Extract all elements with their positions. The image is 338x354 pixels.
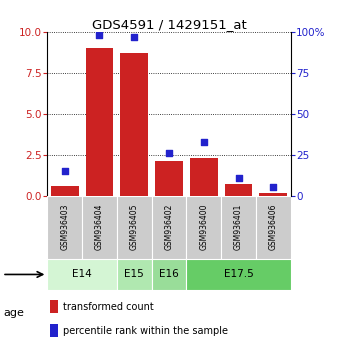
Text: GSM936403: GSM936403 [60, 204, 69, 250]
Point [271, 185, 276, 190]
Bar [120, 53, 148, 196]
Title: GDS4591 / 1429151_at: GDS4591 / 1429151_at [92, 18, 246, 31]
Bar [47, 259, 117, 290]
Bar [50, 300, 58, 313]
Text: GSM936400: GSM936400 [199, 204, 208, 250]
Bar [225, 184, 252, 196]
Text: GSM936406: GSM936406 [269, 204, 278, 250]
Text: E17.5: E17.5 [224, 269, 254, 279]
Text: E15: E15 [124, 269, 144, 279]
Point [236, 175, 241, 181]
Text: E16: E16 [159, 269, 179, 279]
Bar [117, 196, 152, 259]
Bar [86, 48, 113, 196]
Text: GSM936405: GSM936405 [130, 204, 139, 250]
Bar [186, 196, 221, 259]
Bar [221, 196, 256, 259]
Bar [47, 196, 82, 259]
Bar [82, 196, 117, 259]
Point [62, 168, 67, 174]
Text: GSM936402: GSM936402 [165, 204, 173, 250]
Point [131, 34, 137, 40]
Point [166, 150, 172, 156]
Text: transformed count: transformed count [63, 302, 154, 312]
Bar [50, 324, 58, 337]
Bar [152, 259, 186, 290]
Bar [259, 193, 287, 196]
Text: age: age [3, 308, 24, 318]
Bar [155, 161, 183, 196]
Bar [152, 196, 186, 259]
Point [97, 32, 102, 38]
Bar [117, 259, 152, 290]
Text: GSM936401: GSM936401 [234, 204, 243, 250]
Bar [186, 259, 291, 290]
Bar [51, 186, 79, 196]
Text: E14: E14 [72, 269, 92, 279]
Text: GSM936404: GSM936404 [95, 204, 104, 250]
Bar [190, 158, 218, 196]
Text: percentile rank within the sample: percentile rank within the sample [63, 326, 228, 336]
Bar [256, 196, 291, 259]
Point [201, 139, 207, 144]
